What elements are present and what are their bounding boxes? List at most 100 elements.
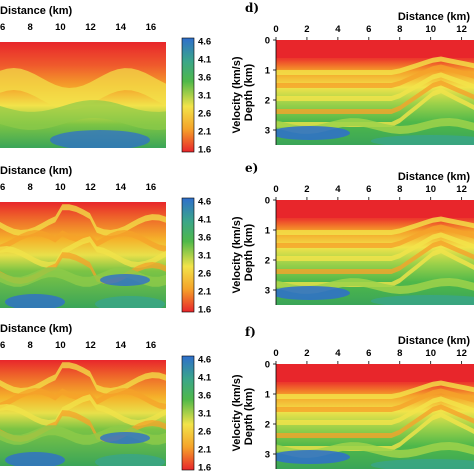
x-axis-title: Distance (km) xyxy=(398,11,470,23)
x-tick-label: 12 xyxy=(85,22,96,33)
x-tick-label: 14 xyxy=(115,340,126,351)
y-tick-label: 1 xyxy=(265,226,271,237)
y-tick-label: 0 xyxy=(265,36,270,47)
colorbar-tick-label: 1.6 xyxy=(198,305,211,316)
x-tick-label: 4 xyxy=(335,24,341,35)
high-velocity-body xyxy=(50,130,150,148)
x-tick-label: 0 xyxy=(273,348,278,359)
colorbar xyxy=(181,355,195,471)
x-tick-label: 2 xyxy=(304,24,309,35)
colorbar-tick-label: 4.1 xyxy=(198,373,212,384)
colorbar-tick-label: 2.6 xyxy=(198,269,211,280)
x-tick-label: 0 xyxy=(273,24,278,35)
x-tick-label: 16 xyxy=(146,22,157,33)
panel-label: d) xyxy=(245,1,259,15)
colorbar-tick-label: 3.1 xyxy=(198,91,212,102)
x-tick-label: 14 xyxy=(115,182,126,193)
colorbar-tick-label: 2.1 xyxy=(198,287,212,298)
x-tick-label: 12 xyxy=(456,184,467,195)
x-axis-title: Distance (km) xyxy=(0,5,72,17)
high-velocity-body xyxy=(100,274,150,286)
colorbar-tick-label: 3.6 xyxy=(198,233,211,244)
colorbar-tick-label: 1.6 xyxy=(198,463,211,474)
x-tick-label: 6 xyxy=(0,340,5,351)
x-tick-label: 6 xyxy=(366,184,371,195)
colorbar-tick-label: 2.6 xyxy=(198,427,211,438)
colorbar-title: Velocity (km/s) xyxy=(231,216,243,293)
panel-label: f) xyxy=(245,325,256,339)
y-tick-label: 2 xyxy=(265,96,270,107)
x-tick-label: 4 xyxy=(335,348,341,359)
x-tick-label: 8 xyxy=(28,22,33,33)
x-axis-title: Distance (km) xyxy=(0,323,72,335)
y-axis-title: Depth (km) xyxy=(243,63,255,121)
x-axis-title: Distance (km) xyxy=(398,171,470,183)
y-tick-label: 0 xyxy=(265,360,270,371)
y-tick-label: 3 xyxy=(265,286,270,297)
y-tick-label: 1 xyxy=(265,390,271,401)
colorbar-title: Velocity (km/s) xyxy=(231,56,243,133)
colorbar-tick-label: 2.1 xyxy=(198,445,212,456)
y-axis-title: Depth (km) xyxy=(243,387,255,445)
x-tick-label: 8 xyxy=(28,340,33,351)
x-tick-label: 12 xyxy=(456,348,467,359)
colorbar-tick-label: 3.6 xyxy=(198,391,211,402)
high-velocity-body xyxy=(276,126,351,140)
x-tick-label: 8 xyxy=(397,24,402,35)
x-tick-label: 16 xyxy=(146,182,157,193)
y-axis-title: Depth (km) xyxy=(243,223,255,281)
x-tick-label: 10 xyxy=(425,348,436,359)
x-tick-label: 8 xyxy=(397,184,402,195)
x-tick-label: 2 xyxy=(304,348,309,359)
y-tick-label: 3 xyxy=(265,450,270,461)
x-tick-label: 12 xyxy=(85,182,96,193)
colorbar-tick-label: 4.1 xyxy=(198,215,212,226)
y-tick-label: 2 xyxy=(265,256,270,267)
x-axis-title: Distance (km) xyxy=(0,165,72,177)
colorbar-tick-label: 2.6 xyxy=(198,109,211,120)
x-axis-title: Distance (km) xyxy=(398,335,470,347)
x-tick-label: 2 xyxy=(304,184,309,195)
panel-c: 6 8 10 12 14 16 Distance (km) 4.6 4.1 3.6 3.1 2.6 2.… xyxy=(0,323,243,474)
x-tick-label: 12 xyxy=(85,340,96,351)
x-tick-label: 4 xyxy=(335,184,341,195)
y-tick-label: 1 xyxy=(265,66,271,77)
colorbar-tick-label: 4.6 xyxy=(198,355,211,366)
high-velocity-body xyxy=(100,432,150,444)
x-tick-label: 8 xyxy=(397,348,402,359)
x-tick-label: 10 xyxy=(55,340,66,351)
high-velocity-body xyxy=(276,450,351,464)
colorbar-tick-label: 3.6 xyxy=(198,73,211,84)
x-tick-label: 10 xyxy=(425,184,436,195)
colorbar-title: Velocity (km/s) xyxy=(231,374,243,451)
x-tick-label: 6 xyxy=(366,348,371,359)
x-tick-label: 12 xyxy=(456,24,467,35)
y-tick-label: 3 xyxy=(265,126,270,137)
panel-b: 6 8 10 12 14 16 Distance (km) 4.6 4.1 3.6 3.1 2.6 2.… xyxy=(0,165,243,316)
x-tick-label: 10 xyxy=(55,182,66,193)
x-tick-label: 6 xyxy=(0,182,5,193)
high-velocity-body xyxy=(276,286,351,300)
x-tick-label: 14 xyxy=(115,22,126,33)
colorbar-tick-label: 3.1 xyxy=(198,251,212,262)
x-tick-label: 10 xyxy=(425,24,436,35)
y-tick-label: 0 xyxy=(265,196,270,207)
x-tick-label: 6 xyxy=(0,22,5,33)
panel-a: 6 8 10 12 14 16 Distance (km) 4.6 4.1 3.6 3.1 2.6 2.… xyxy=(0,5,243,156)
x-tick-label: 10 xyxy=(55,22,66,33)
colorbar xyxy=(181,197,195,313)
x-tick-label: 8 xyxy=(28,182,33,193)
panel-label: e) xyxy=(245,161,258,175)
colorbar-tick-label: 3.1 xyxy=(198,409,212,420)
x-tick-label: 6 xyxy=(366,24,371,35)
colorbar-tick-label: 4.6 xyxy=(198,37,211,48)
colorbar-tick-label: 1.6 xyxy=(198,145,211,156)
colorbar-tick-label: 4.6 xyxy=(198,197,211,208)
y-tick-label: 2 xyxy=(265,420,270,431)
x-tick-label: 16 xyxy=(146,340,157,351)
x-tick-label: 0 xyxy=(273,184,278,195)
